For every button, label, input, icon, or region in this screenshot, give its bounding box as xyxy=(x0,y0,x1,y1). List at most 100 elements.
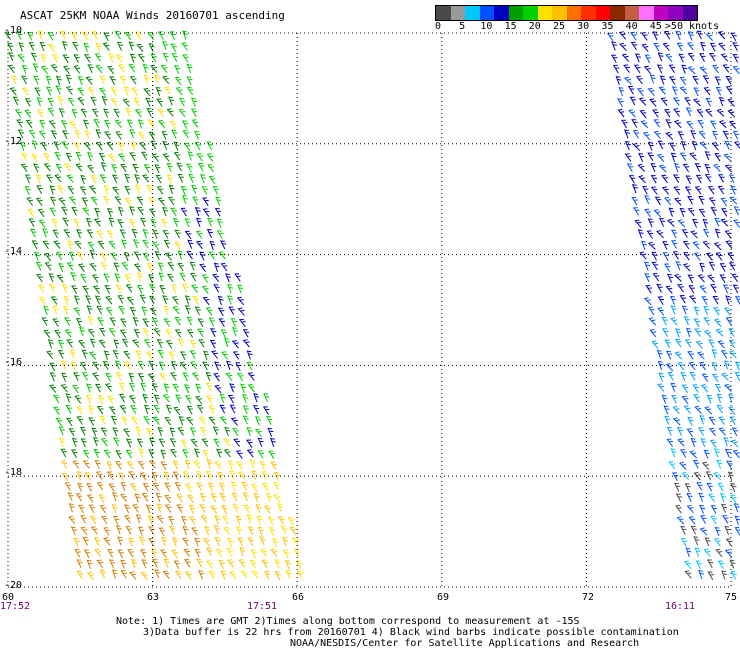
wind-barb xyxy=(730,439,739,448)
wind-barb xyxy=(140,217,147,227)
wind-barb xyxy=(216,448,223,458)
wind-barb xyxy=(125,438,133,448)
wind-barb xyxy=(190,97,198,107)
wind-barb xyxy=(156,339,164,349)
wind-barb xyxy=(24,186,31,196)
wind-barb xyxy=(246,449,254,458)
wind-barb xyxy=(164,482,171,492)
wind-barb xyxy=(273,471,280,481)
wind-barb xyxy=(142,393,149,403)
wind-barb xyxy=(173,141,180,151)
wind-barb xyxy=(36,109,44,118)
wind-barb xyxy=(184,305,191,315)
wind-barb xyxy=(74,129,81,140)
wind-barb xyxy=(160,449,167,459)
wind-barb xyxy=(74,395,82,404)
wind-barb xyxy=(666,273,674,283)
wind-barb xyxy=(195,217,202,227)
wind-barb xyxy=(702,75,710,84)
wind-barb xyxy=(101,96,108,106)
wind-barb xyxy=(111,174,119,184)
wind-barb xyxy=(107,395,114,405)
lat-label: -16 xyxy=(4,357,23,368)
wind-barb xyxy=(648,317,657,326)
wind-barb xyxy=(189,361,197,370)
wind-barb xyxy=(713,242,722,251)
wind-barb xyxy=(195,230,203,240)
wind-barb xyxy=(99,569,106,579)
wind-barb xyxy=(670,317,678,326)
wind-barb xyxy=(141,559,148,569)
wind-barb xyxy=(219,493,226,502)
wind-barb xyxy=(108,53,115,63)
wind-barb xyxy=(143,164,151,173)
wind-barb xyxy=(282,536,288,547)
wind-barb xyxy=(694,547,701,557)
wind-barb xyxy=(233,438,240,447)
wind-barb xyxy=(109,317,116,327)
wind-barb xyxy=(162,570,170,579)
wind-barb xyxy=(105,373,112,382)
wind-barb xyxy=(656,349,663,359)
wind-barb xyxy=(182,525,189,536)
wind-barb xyxy=(715,86,722,96)
wind-barb xyxy=(163,383,170,393)
wind-barb xyxy=(713,307,720,316)
wind-barb xyxy=(623,64,630,73)
wind-barb xyxy=(26,197,34,206)
wind-barb xyxy=(191,185,198,194)
wind-barb xyxy=(142,229,149,239)
wind-barb xyxy=(722,284,730,294)
wind-barb xyxy=(156,186,164,195)
wind-barb xyxy=(215,196,222,206)
wind-barb xyxy=(664,415,671,425)
wind-barb xyxy=(41,317,48,326)
wind-barb xyxy=(170,43,177,53)
wind-barb xyxy=(129,483,137,492)
wind-barb xyxy=(256,515,263,525)
wind-barb xyxy=(58,263,65,273)
wind-barb xyxy=(94,460,101,470)
wind-barb xyxy=(732,449,740,459)
wind-barb xyxy=(166,174,173,184)
wind-barb xyxy=(606,32,614,42)
wind-barb xyxy=(644,195,651,205)
wind-barb xyxy=(159,285,166,294)
wind-barb xyxy=(157,262,164,272)
wind-barb xyxy=(718,427,726,436)
wind-barb xyxy=(674,504,682,514)
wind-barb xyxy=(716,459,723,469)
wind-barb xyxy=(156,503,163,513)
wind-barb xyxy=(194,141,201,151)
wind-barb xyxy=(178,108,186,118)
wind-barb xyxy=(39,41,46,51)
wind-barb xyxy=(201,285,209,295)
wind-barb xyxy=(102,42,110,51)
wind-barb xyxy=(184,295,191,305)
wind-barb xyxy=(673,108,680,117)
wind-barb xyxy=(693,471,701,481)
wind-barb xyxy=(163,86,172,95)
wind-barb xyxy=(166,108,174,117)
wind-barb xyxy=(107,153,116,163)
wind-barb xyxy=(187,239,194,249)
wind-barb xyxy=(695,560,702,570)
wind-barb xyxy=(733,503,740,513)
wind-barb xyxy=(649,74,656,84)
wind-barb xyxy=(672,251,680,260)
wind-barb xyxy=(720,350,728,359)
wind-barb xyxy=(161,219,168,228)
time-label: 16:11 xyxy=(664,601,696,612)
wind-barb xyxy=(81,372,89,381)
wind-barb xyxy=(203,350,209,360)
wind-barb xyxy=(683,405,691,414)
wind-barb xyxy=(65,86,73,95)
wind-barb xyxy=(174,570,182,580)
wind-barb xyxy=(723,153,732,162)
wind-barb xyxy=(133,251,140,261)
wind-barb xyxy=(52,229,59,239)
wind-barb xyxy=(707,186,715,195)
wind-barb xyxy=(722,515,729,524)
wind-barb xyxy=(185,416,194,426)
wind-barb xyxy=(644,261,650,271)
